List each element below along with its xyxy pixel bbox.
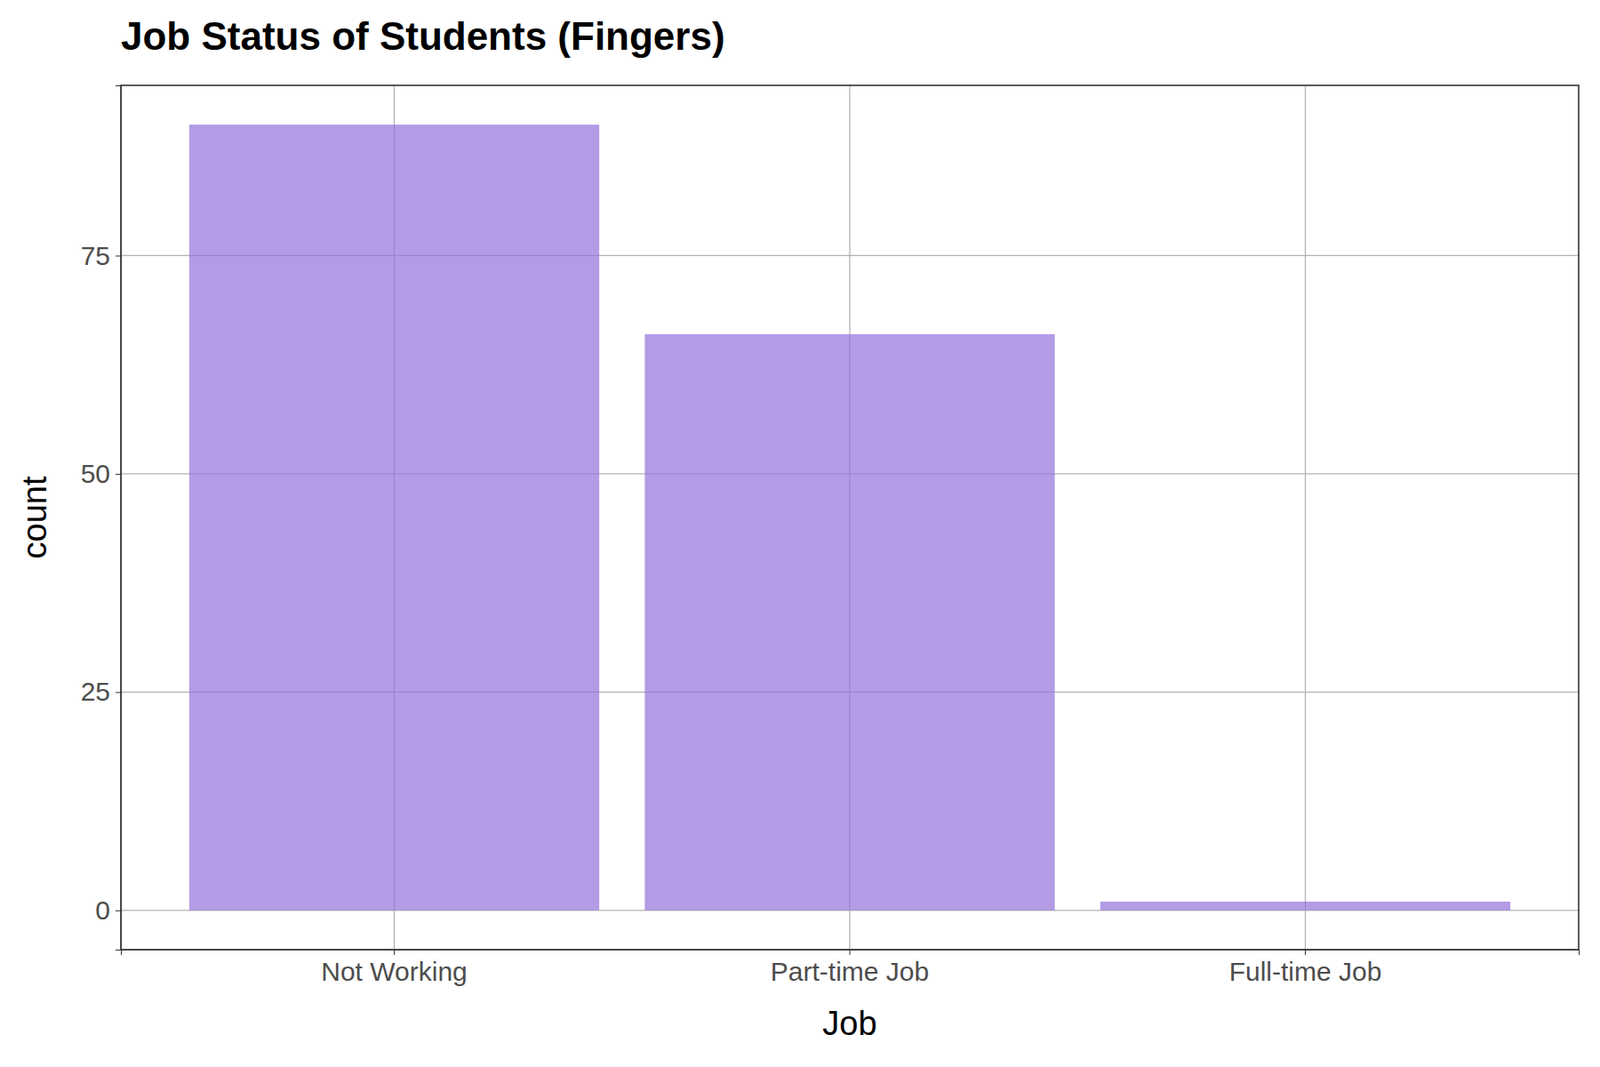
y-tick: 0 xyxy=(95,895,121,925)
plot-frame xyxy=(120,85,1579,950)
plot-background xyxy=(120,85,1579,950)
x-tick: Not Working xyxy=(320,949,468,986)
chart-title: Job Status of Students (Fingers) xyxy=(120,14,726,58)
x-tick-mark xyxy=(849,949,851,955)
chart-container: 0 25 50 75 Not Working Part-time Job Full-time… xyxy=(0,0,1600,1067)
grid xyxy=(120,85,1579,950)
y-tick-mark xyxy=(115,691,121,693)
bar xyxy=(644,334,1055,911)
y-axis-title: count xyxy=(16,475,54,559)
bar xyxy=(1100,901,1511,911)
y-tick-label: 0 xyxy=(95,895,111,925)
y-tick-mark xyxy=(115,473,121,475)
y-axis-line xyxy=(115,86,122,951)
x-tick-label: Not Working xyxy=(320,956,468,986)
x-tick: Full-time Job xyxy=(1229,949,1383,986)
x-axis-line xyxy=(121,950,1580,956)
y-tick-label: 50 xyxy=(80,458,111,488)
x-axis-title: Job xyxy=(822,1004,877,1042)
y-tick-mark xyxy=(115,255,121,256)
y-tick: 75 xyxy=(80,240,121,271)
x-tick-mark xyxy=(393,949,395,955)
x-tick-mark xyxy=(1304,949,1306,955)
x-grid-line xyxy=(1304,85,1306,950)
x-axis: Not Working Part-time Job Full-time Job xyxy=(121,949,1580,986)
bar xyxy=(189,124,600,911)
y-tick: 25 xyxy=(80,676,121,706)
y-tick: 50 xyxy=(80,458,121,488)
y-tick-label: 25 xyxy=(80,676,111,706)
bars xyxy=(189,124,1511,911)
plot-area: 0 25 50 75 Not Working Part-time Job Full-time… xyxy=(80,85,1580,986)
chart-svg: 0 25 50 75 Not Working Part-time Job Full-time… xyxy=(0,0,1600,1067)
y-tick-mark xyxy=(115,910,121,912)
x-tick: Part-time Job xyxy=(770,949,929,986)
y-tick-label: 75 xyxy=(80,240,111,271)
x-tick-label: Part-time Job xyxy=(770,956,929,986)
y-axis: 0 25 50 75 xyxy=(80,86,122,951)
x-tick-label: Full-time Job xyxy=(1229,956,1383,986)
